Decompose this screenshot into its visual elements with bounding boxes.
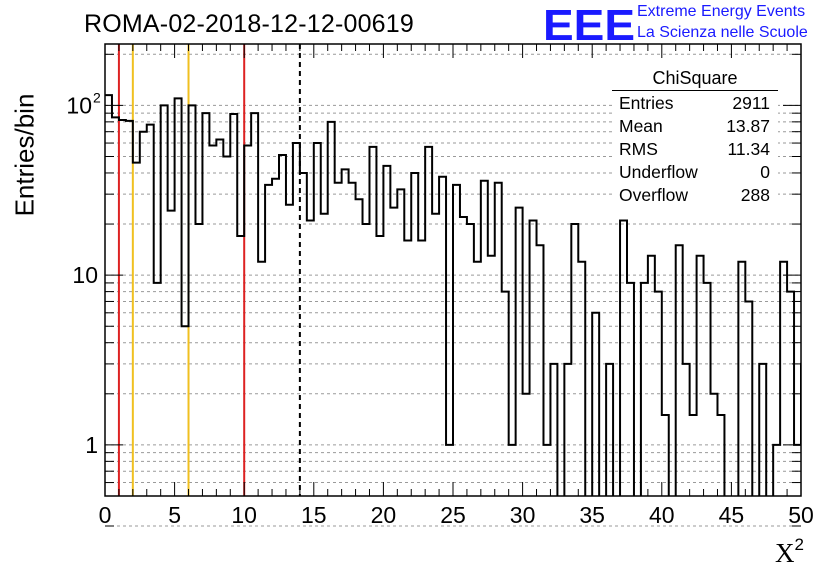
stats-value: 11.34 <box>727 139 771 159</box>
y-axis-label-box: Entries/bin <box>5 94 45 217</box>
x-axis-label-superscript: 2 <box>794 535 804 554</box>
run-title: ROMA-02-2018-12-12-00619 <box>84 10 414 38</box>
stats-key: Mean <box>619 116 663 136</box>
x-axis-label-base: X <box>775 538 795 568</box>
x-tick-label: 0 <box>99 502 112 528</box>
stats-row-entries: Entries 2911 <box>619 93 770 115</box>
axis-ticks <box>104 44 802 527</box>
y-axis-label: Entries/bin <box>9 93 40 217</box>
logo-line-2: La Scienza nelle Scuole <box>637 24 808 41</box>
x-tick-label: 5 <box>168 502 181 528</box>
stats-key: Entries <box>619 93 674 113</box>
stats-value: 0 <box>760 162 770 182</box>
x-axis-label: X2 <box>775 535 804 569</box>
x-tick-label: 45 <box>719 502 745 528</box>
x-tick-label: 20 <box>371 502 397 528</box>
stats-key: Underflow <box>619 162 698 182</box>
stats-title: ChiSquare <box>652 68 738 88</box>
stats-key: RMS <box>619 139 658 159</box>
y-tick-label: 1 <box>85 432 98 458</box>
histogram-series <box>105 94 801 496</box>
x-tick-label: 40 <box>649 502 675 528</box>
stats-row-overflow: Overflow 288 <box>619 185 770 207</box>
stats-row-underflow: Underflow 0 <box>619 162 770 184</box>
y-tick-label-exponent: 2 <box>93 89 101 105</box>
y-tick-label: 10 <box>66 92 92 118</box>
stats-key: Overflow <box>619 185 689 205</box>
stats-row-rms: RMS 11.34 <box>619 139 770 161</box>
stats-divider <box>612 90 778 91</box>
eee-logo: EEE <box>543 4 635 44</box>
x-tick-label: 30 <box>510 502 536 528</box>
x-tick-label: 35 <box>579 502 605 528</box>
x-tick-label: 10 <box>231 502 257 528</box>
eee-logo-mark: EEE <box>543 4 635 44</box>
stats-value: 2911 <box>732 93 770 113</box>
stats-box: ChiSquare Entries 2911 Mean 13.87 RMS 11… <box>612 66 778 208</box>
stats-value: 13.87 <box>726 116 770 136</box>
stats-row-mean: Mean 13.87 <box>619 116 770 138</box>
x-tick-label: 25 <box>440 502 466 528</box>
x-tick-label: 15 <box>301 502 327 528</box>
y-tick-label: 10 <box>72 262 98 288</box>
logo-line-1: Extreme Energy Events <box>637 3 806 20</box>
threshold-lines <box>117 44 301 496</box>
x-tick-label: 50 <box>788 502 814 528</box>
stats-value: 288 <box>740 185 770 205</box>
